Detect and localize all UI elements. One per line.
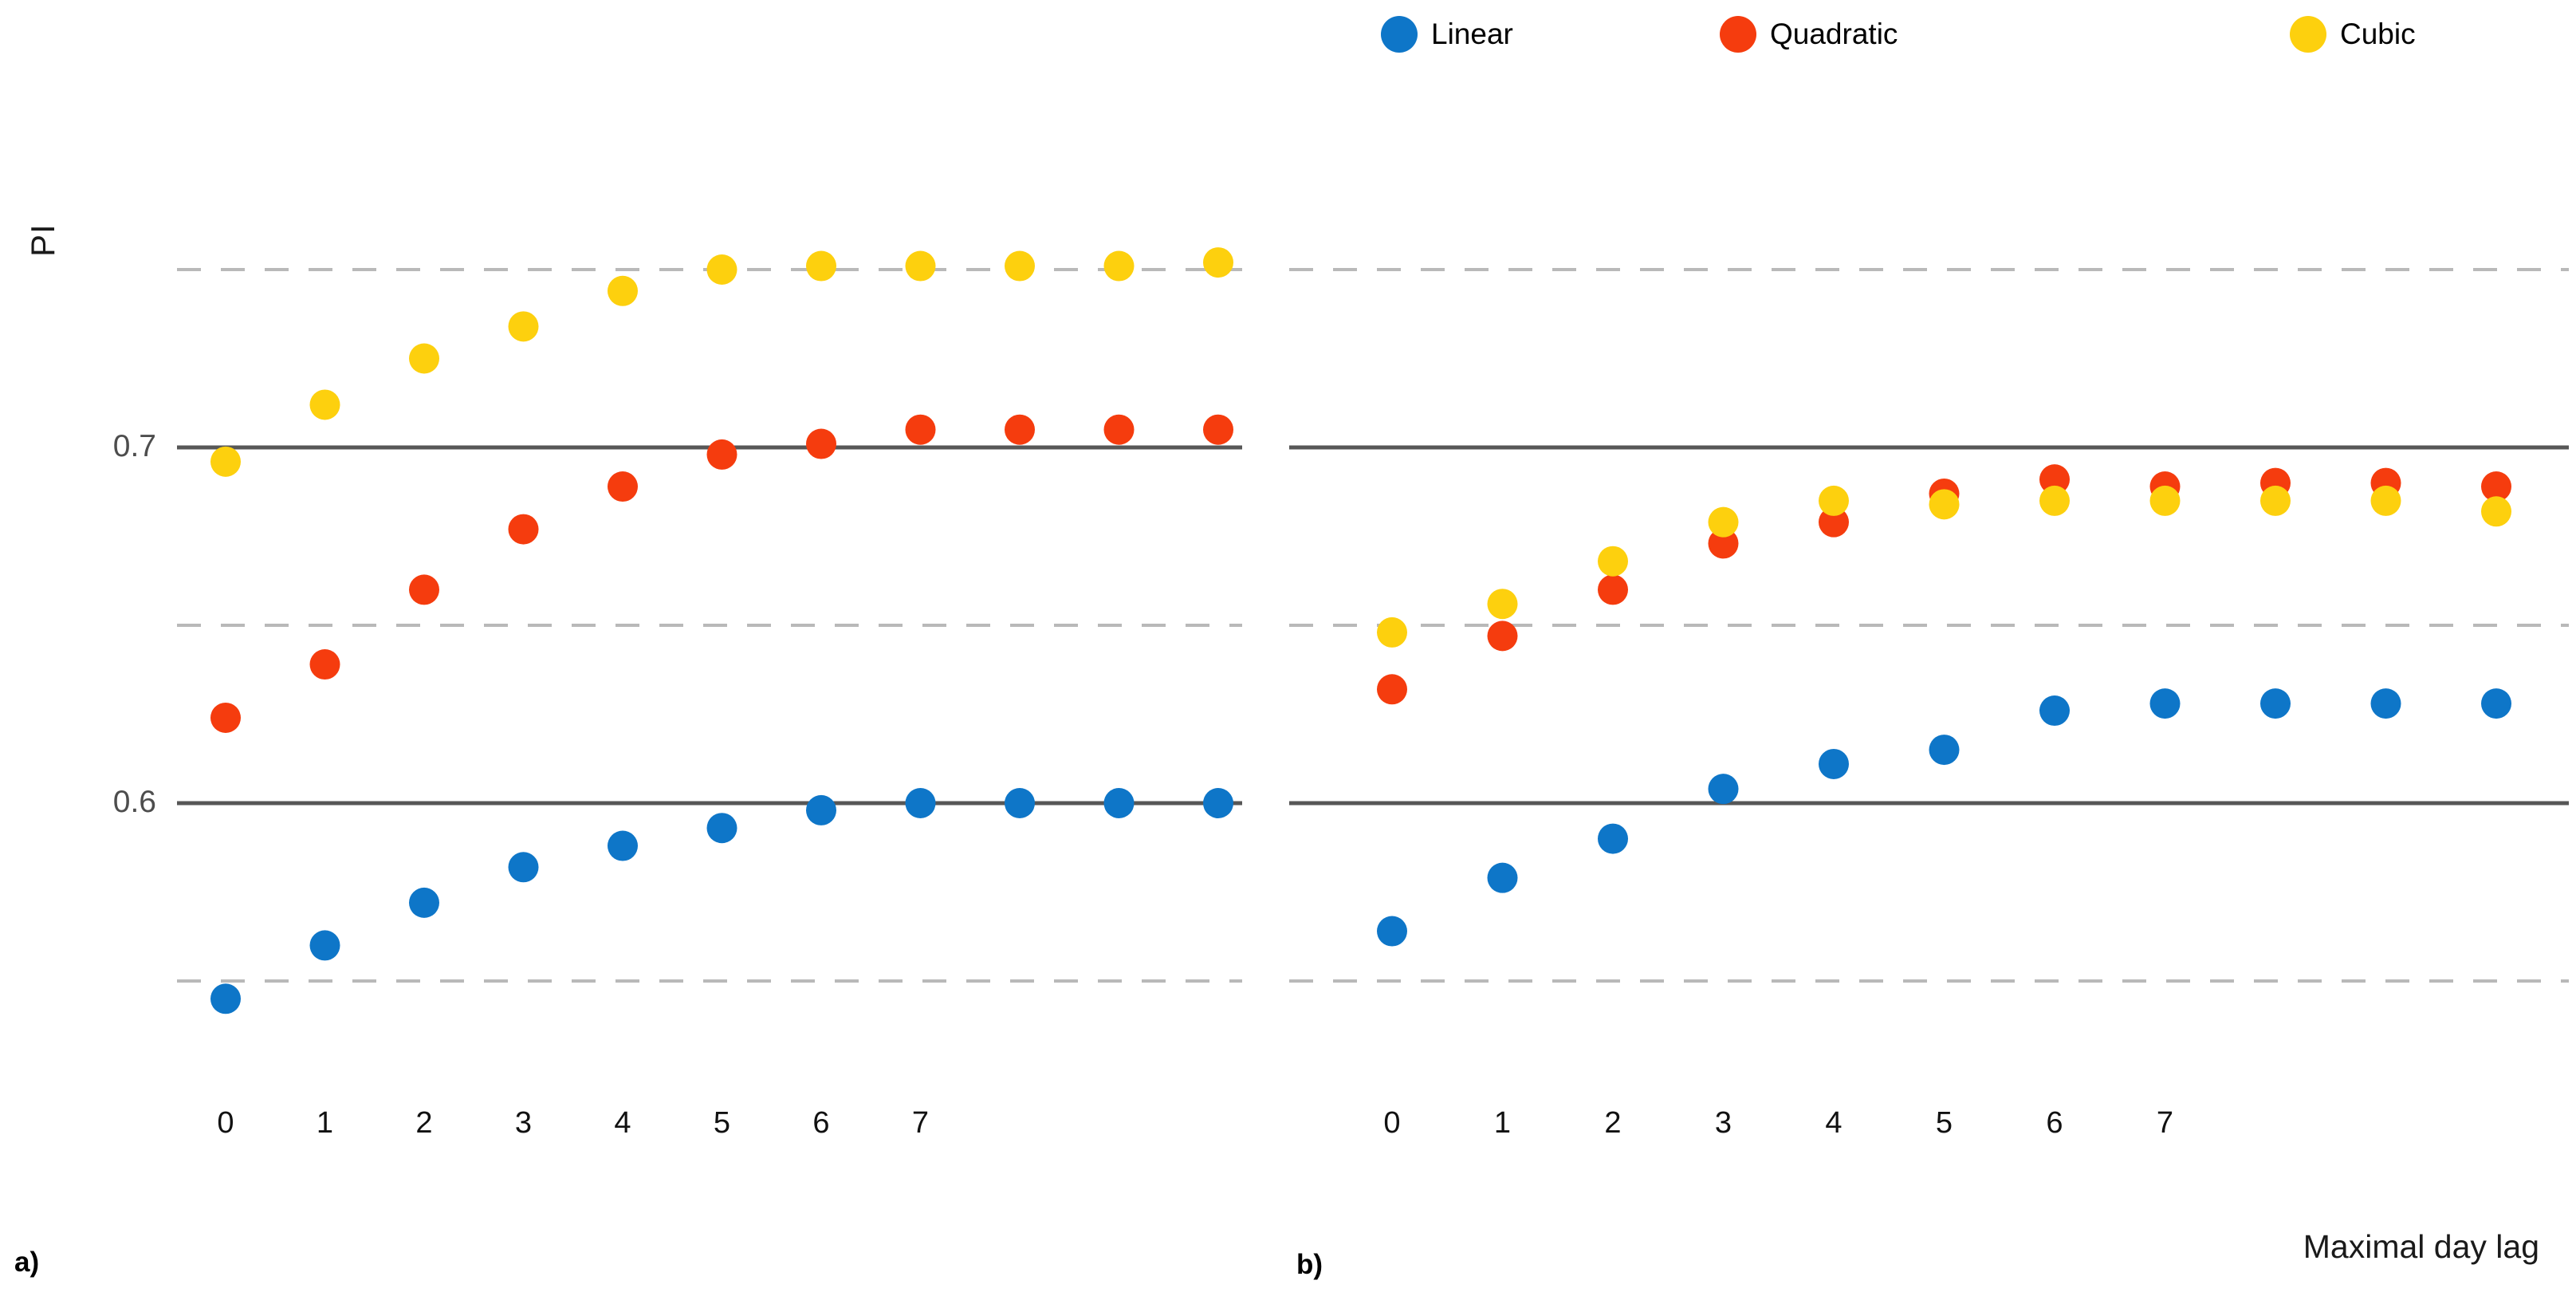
- point-linear-b: [1708, 774, 1739, 805]
- point-linear-a: [806, 794, 836, 825]
- point-cubic-a: [210, 446, 241, 477]
- point-quadratic-a: [1203, 414, 1233, 445]
- point-cubic-b: [1819, 485, 1849, 516]
- point-quadratic-b: [1598, 574, 1628, 605]
- point-quadratic-a: [309, 649, 340, 680]
- legend-label: Cubic: [2340, 18, 2416, 50]
- x-tick-label: 7: [912, 1106, 929, 1140]
- point-linear-a: [1005, 788, 1035, 818]
- point-cubic-b: [2370, 485, 2401, 516]
- legend-marker-quadratic: [1720, 16, 1756, 53]
- point-cubic-a: [1103, 250, 1135, 282]
- x-tick-label: 3: [515, 1106, 532, 1140]
- point-quadratic-a: [806, 428, 836, 459]
- point-quadratic-a: [409, 574, 439, 605]
- point-linear-b: [2260, 688, 2291, 719]
- point-linear-a: [1103, 788, 1135, 818]
- x-tick-label: 6: [812, 1106, 829, 1140]
- legend-item-cubic: Cubic: [2290, 16, 2416, 53]
- point-linear-a: [508, 852, 539, 883]
- point-linear-a: [905, 788, 936, 818]
- point-linear-a: [409, 887, 439, 918]
- x-tick-label: 5: [1936, 1106, 1953, 1140]
- point-quadratic-a: [1005, 414, 1035, 445]
- x-tick-label: 4: [614, 1106, 631, 1140]
- point-linear-b: [2039, 695, 2070, 727]
- point-cubic-a: [508, 311, 539, 342]
- point-cubic-b: [2481, 496, 2511, 527]
- point-linear-b: [1487, 862, 1518, 893]
- legend-item-quadratic: Quadratic: [1720, 16, 1898, 53]
- legend-marker-linear: [1381, 16, 1418, 53]
- point-quadratic-a: [706, 439, 737, 470]
- x-tick-label: 3: [1715, 1106, 1732, 1140]
- point-linear-a: [309, 930, 340, 961]
- point-cubic-a: [608, 275, 638, 306]
- x-tick-label: 4: [1825, 1106, 1842, 1140]
- point-linear-b: [2149, 688, 2181, 719]
- point-cubic-b: [1487, 589, 1518, 620]
- x-tick-label: 5: [714, 1106, 730, 1140]
- point-quadratic-a: [508, 514, 539, 545]
- point-cubic-b: [1929, 489, 1960, 520]
- y-tick-label: 0.6: [112, 785, 156, 819]
- point-linear-a: [210, 983, 241, 1014]
- point-cubic-a: [409, 343, 439, 374]
- point-cubic-a: [706, 254, 737, 285]
- point-linear-b: [1598, 823, 1628, 854]
- point-quadratic-b: [1819, 506, 1849, 538]
- x-tick-label: 7: [2157, 1106, 2173, 1140]
- point-cubic-b: [1708, 506, 1739, 538]
- point-cubic-a: [905, 250, 936, 282]
- point-linear-b: [1929, 735, 1960, 766]
- x-tick-label: 6: [2046, 1106, 2063, 1140]
- panel-tag-b: b): [1296, 1249, 1323, 1280]
- point-quadratic-b: [2039, 464, 2070, 495]
- point-cubic-b: [2260, 485, 2291, 516]
- point-linear-a: [608, 830, 638, 861]
- point-cubic-a: [1005, 250, 1035, 282]
- point-quadratic-a: [905, 414, 936, 445]
- point-quadratic-b: [1377, 674, 1407, 705]
- point-quadratic-b: [1708, 528, 1739, 559]
- legend-marker-cubic: [2290, 16, 2326, 53]
- point-cubic-a: [1203, 247, 1233, 278]
- point-linear-b: [1377, 916, 1407, 947]
- legend-label: Quadratic: [1770, 18, 1898, 50]
- y-tick-label: 0.7: [112, 429, 156, 463]
- y-axis-label: PI: [24, 223, 61, 257]
- point-quadratic-a: [1103, 414, 1135, 445]
- point-quadratic-b: [2481, 471, 2511, 502]
- point-cubic-b: [1598, 546, 1628, 577]
- point-cubic-b: [1377, 617, 1407, 648]
- legend-label: Linear: [1431, 18, 1513, 50]
- point-quadratic-a: [608, 471, 638, 502]
- point-cubic-b: [2149, 485, 2181, 516]
- point-linear-b: [1819, 748, 1849, 779]
- x-axis-title: Maximal day lag: [2303, 1228, 2539, 1265]
- point-linear-b: [2481, 688, 2511, 719]
- x-tick-label: 2: [415, 1106, 432, 1140]
- x-tick-label: 1: [1494, 1106, 1511, 1140]
- point-cubic-a: [806, 250, 836, 282]
- x-tick-label: 0: [1383, 1106, 1400, 1140]
- x-tick-label: 0: [217, 1106, 234, 1140]
- legend-item-linear: Linear: [1381, 16, 1513, 53]
- point-cubic-b: [2039, 485, 2070, 516]
- point-cubic-a: [309, 389, 340, 420]
- x-tick-label: 1: [317, 1106, 333, 1140]
- point-linear-a: [706, 813, 737, 844]
- point-linear-a: [1203, 788, 1233, 818]
- panel-tag-a: a): [14, 1247, 40, 1278]
- x-tick-label: 2: [1604, 1106, 1621, 1140]
- point-linear-b: [2370, 688, 2401, 719]
- point-quadratic-a: [210, 702, 241, 733]
- point-quadratic-b: [1487, 620, 1518, 652]
